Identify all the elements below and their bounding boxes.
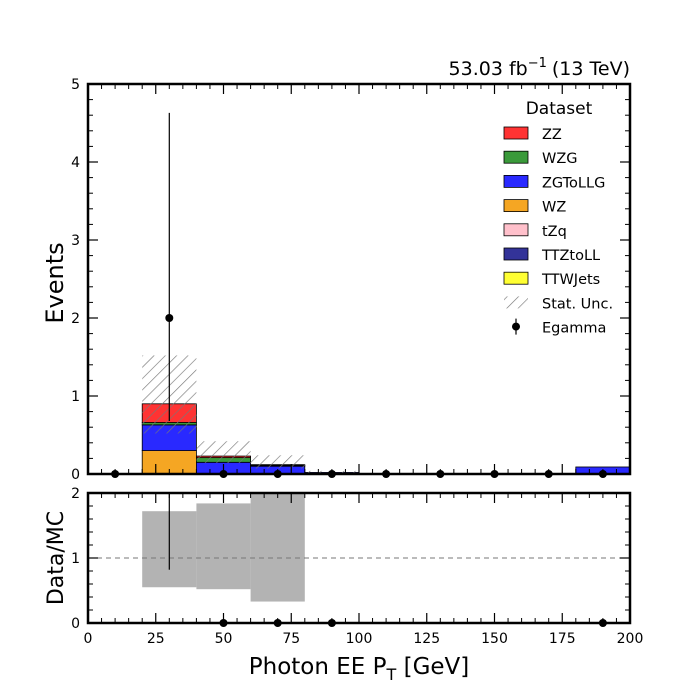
main-y-tick-label-4: 4: [71, 155, 80, 171]
legend-swatch-tzq: [503, 223, 529, 237]
main-frame: [86, 82, 632, 476]
legend-swatch-stat-unc: [504, 296, 528, 309]
legend-swatch-wz: [503, 199, 529, 213]
main-y-tick-label-3: 3: [71, 233, 80, 249]
x-tick-label-125: 125: [413, 631, 440, 647]
x-tick-label-75: 75: [282, 631, 300, 647]
legend-title: Dataset: [526, 99, 593, 119]
legend-swatch-wzg: [503, 150, 529, 164]
legend-swatch-ttztoll: [503, 247, 529, 261]
stat-unc-band-2: [196, 441, 251, 464]
legend-swatch-zz: [503, 126, 529, 140]
legend-label-ttztoll: TTZtoLL: [541, 248, 600, 264]
x-tick-label-200: 200: [617, 631, 644, 647]
ratio-y-tick-label-0: 0: [71, 616, 80, 632]
legend: Dataset ZZ WZG ZGToLLG WZ tZq TTZtoLL TTWJets S…: [503, 99, 613, 337]
main-y-tick-label-2: 2: [71, 311, 80, 327]
ratio-y-tick-label-1: 1: [71, 551, 80, 567]
x-tick-label-100: 100: [346, 631, 373, 647]
legend-swatch-ttwjets: [503, 271, 529, 285]
legend-label-ttwjets: TTWJets: [541, 272, 600, 288]
main-y-tick-label-1: 1: [71, 389, 80, 405]
data-point-1: [165, 314, 174, 322]
ratio-panel: 0 25 50 75 100 125 150 175 200 0 1 2: [71, 486, 643, 647]
legend-label-wz: WZ: [542, 200, 566, 216]
legend-label-wzg: WZG: [542, 151, 578, 167]
x-tick-label-150: 150: [481, 631, 508, 647]
ratio-y-tick-label-2: 2: [71, 486, 80, 502]
x-tick-label-50: 50: [215, 631, 233, 647]
legend-marker-egamma: [512, 322, 520, 331]
main-y-tick-label-0: 0: [71, 467, 80, 483]
y-axis-label: Events: [41, 242, 69, 323]
ratio-y-axis-label: Data/MC: [44, 511, 69, 605]
legend-label-zgtollg: ZGToLLG: [542, 175, 605, 191]
x-axis-label: Photon EE PT [GeV]: [249, 654, 470, 684]
x-tick-label-25: 25: [147, 631, 165, 647]
legend-label-tzq: tZq: [542, 224, 567, 240]
ratio-unc-band-3: [250, 493, 305, 602]
legend-label-egamma: Egamma: [542, 321, 606, 337]
main-y-tick-label-5: 5: [71, 77, 80, 93]
x-tick-label-0: 0: [84, 631, 93, 647]
ratio-frame: [86, 491, 632, 625]
legend-swatch-zgtollg: [503, 174, 529, 188]
x-tick-label-175: 175: [549, 631, 576, 647]
main-panel: 0 1 2 3 4 5: [71, 77, 632, 483]
ratio-unc-band-2: [196, 503, 251, 590]
legend-label-zz: ZZ: [542, 127, 562, 143]
stat-unc-band-3: [250, 455, 305, 469]
lumi-label: 53.03 fb−1 (13 TeV): [449, 56, 630, 80]
legend-label-stat-unc: Stat. Unc.: [542, 296, 613, 312]
